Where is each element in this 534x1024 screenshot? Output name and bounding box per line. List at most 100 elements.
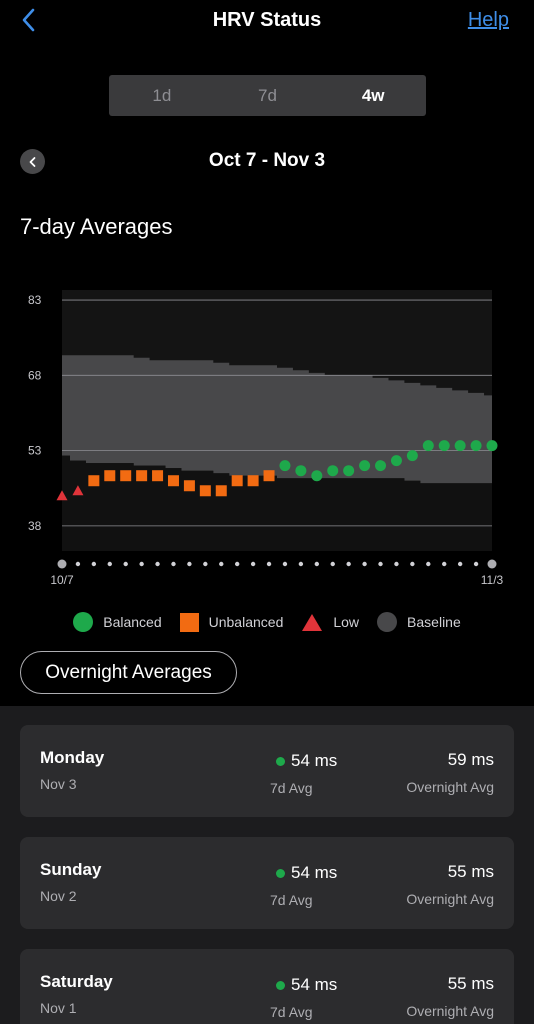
x-axis-dot bbox=[155, 561, 160, 567]
x-axis-dot bbox=[394, 561, 399, 567]
x-axis-dot bbox=[442, 561, 447, 567]
y-axis-ticks: 83 68 53 38 bbox=[28, 293, 42, 533]
y-tick-label: 83 bbox=[28, 293, 42, 307]
day-name: Saturday bbox=[40, 972, 113, 991]
balanced-point bbox=[454, 440, 466, 452]
x-axis-dot bbox=[487, 559, 497, 569]
x-tick-start: 10/7 bbox=[50, 573, 74, 587]
chart-gridlines bbox=[62, 299, 492, 527]
day-date: Nov 2 bbox=[40, 888, 77, 904]
x-axis-dot bbox=[250, 561, 256, 567]
x-axis-dot bbox=[410, 561, 415, 567]
chart-points bbox=[56, 440, 498, 501]
balanced-point bbox=[486, 440, 498, 452]
overnight-averages-button[interactable]: Overnight Averages bbox=[20, 651, 237, 694]
unbalanced-point bbox=[231, 475, 243, 487]
legend-low: Low bbox=[301, 612, 359, 632]
x-axis-dot bbox=[298, 561, 304, 567]
balanced-point bbox=[470, 440, 482, 452]
previous-range-button[interactable] bbox=[20, 149, 45, 174]
unbalanced-point bbox=[104, 470, 116, 482]
balanced-point bbox=[295, 465, 307, 477]
overnight-avg-label: Overnight Avg bbox=[406, 891, 494, 907]
legend-unbalanced: Unbalanced bbox=[179, 612, 284, 632]
day-card[interactable]: Saturday Nov 1 54 ms 7d Avg 55 ms Overni… bbox=[20, 949, 514, 1024]
tab-7d[interactable]: 7d bbox=[258, 85, 277, 105]
x-axis-dot bbox=[107, 561, 112, 567]
balanced-point bbox=[390, 455, 402, 467]
overnight-avg-label: Overnight Avg bbox=[406, 1003, 494, 1019]
low-triangle-icon bbox=[302, 613, 323, 631]
day-date: Nov 1 bbox=[40, 1000, 77, 1016]
x-axis-dot bbox=[473, 561, 479, 567]
overnight-avg-value: 55 ms bbox=[447, 862, 494, 881]
section-title: 7-day Averages bbox=[20, 214, 173, 239]
legend-label: Balanced bbox=[103, 614, 162, 630]
x-axis-dot bbox=[426, 561, 431, 567]
legend-label: Unbalanced bbox=[208, 614, 284, 630]
x-tick-end: 11/3 bbox=[481, 573, 504, 587]
legend-baseline: Baseline bbox=[377, 612, 461, 632]
x-axis-dot bbox=[378, 561, 383, 567]
daily-list: Monday Nov 3 54 ms 7d Avg 59 ms Overnigh… bbox=[0, 706, 534, 1024]
x-axis-dot bbox=[330, 561, 335, 567]
day-date: Nov 3 bbox=[40, 776, 77, 792]
status-dot-icon bbox=[276, 980, 285, 990]
seven-day-avg-label: 7d Avg bbox=[270, 1004, 313, 1020]
day-card[interactable]: Monday Nov 3 54 ms 7d Avg 59 ms Overnigh… bbox=[20, 725, 514, 817]
seven-day-avg-label: 7d Avg bbox=[270, 892, 313, 908]
x-axis-dot bbox=[457, 561, 463, 567]
seven-day-avg-value: 54 ms bbox=[291, 751, 338, 770]
unbalanced-point bbox=[120, 470, 132, 482]
balanced-point bbox=[375, 460, 387, 472]
chevron-left-icon bbox=[29, 156, 35, 167]
legend-balanced: Balanced bbox=[73, 612, 162, 632]
unbalanced-point bbox=[215, 485, 227, 497]
seven-day-avg: 54 ms bbox=[276, 975, 337, 995]
chart-legend: Balanced Unbalanced Low Baseline bbox=[0, 612, 534, 632]
day-card[interactable]: Sunday Nov 2 54 ms 7d Avg 55 ms Overnigh… bbox=[20, 837, 514, 929]
x-axis-dot bbox=[282, 561, 288, 567]
unbalanced-point bbox=[136, 470, 148, 482]
x-axis-dot bbox=[75, 561, 81, 567]
low-point bbox=[56, 490, 68, 501]
hrv-chart: 83 68 53 38 10/7 11/3 bbox=[28, 290, 504, 587]
baseline-circle-icon bbox=[377, 612, 398, 632]
y-tick-label: 38 bbox=[28, 519, 42, 533]
tab-4w[interactable]: 4w bbox=[361, 85, 385, 105]
x-axis-dot bbox=[123, 561, 128, 567]
balanced-point bbox=[343, 465, 355, 477]
x-axis-dot bbox=[234, 561, 240, 567]
day-name: Sunday bbox=[40, 860, 102, 879]
overnight-avg-value: 59 ms bbox=[447, 750, 494, 769]
status-dot-icon bbox=[276, 756, 285, 766]
top-bar: HRV Status Help bbox=[0, 0, 534, 44]
baseline-area bbox=[62, 355, 492, 484]
y-tick-label: 68 bbox=[28, 368, 42, 382]
unbalanced-point bbox=[247, 475, 259, 487]
unbalanced-point bbox=[199, 485, 211, 497]
balanced-point bbox=[422, 440, 434, 452]
unbalanced-point bbox=[263, 470, 275, 482]
balanced-point bbox=[311, 470, 323, 482]
unbalanced-point bbox=[152, 470, 164, 482]
legend-label: Baseline bbox=[407, 614, 461, 630]
back-button[interactable] bbox=[18, 6, 42, 34]
balanced-point bbox=[279, 460, 291, 472]
seven-day-avg-label: 7d Avg bbox=[270, 780, 313, 796]
seven-day-avg: 54 ms bbox=[276, 751, 337, 771]
status-dot-icon bbox=[276, 868, 285, 878]
balanced-circle-icon bbox=[73, 612, 94, 632]
x-axis-dot bbox=[219, 561, 224, 567]
x-axis-dot bbox=[314, 561, 320, 567]
x-axis-dot bbox=[91, 561, 97, 567]
overnight-avg-value: 55 ms bbox=[447, 974, 494, 993]
help-link[interactable]: Help bbox=[467, 9, 509, 31]
tab-1d[interactable]: 1d bbox=[152, 85, 172, 105]
legend-label: Low bbox=[333, 614, 360, 630]
balanced-point bbox=[327, 465, 339, 477]
date-range-row: Oct 7 - Nov 3 bbox=[0, 148, 534, 176]
x-axis-dot bbox=[187, 561, 192, 567]
unbalanced-point bbox=[183, 480, 195, 492]
x-axis-dot bbox=[266, 561, 272, 567]
